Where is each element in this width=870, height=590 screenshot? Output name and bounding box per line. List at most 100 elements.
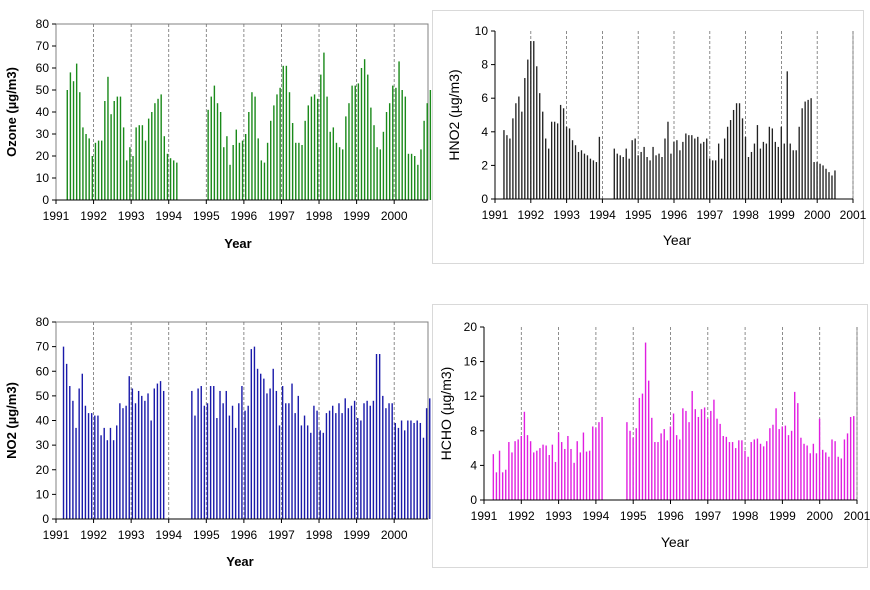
y-tick-label: 0 — [470, 493, 477, 507]
bar — [342, 149, 344, 200]
bar — [843, 439, 846, 500]
bar — [131, 388, 134, 519]
bar — [104, 101, 106, 200]
bar — [582, 432, 585, 500]
bar — [672, 413, 675, 500]
bar — [795, 150, 797, 199]
bar — [548, 455, 550, 500]
bar — [363, 59, 366, 201]
bar — [254, 96, 256, 200]
bar — [345, 116, 347, 200]
bar — [840, 458, 843, 500]
bar — [407, 420, 409, 519]
bar — [367, 74, 369, 200]
bar — [144, 400, 146, 519]
bar — [159, 381, 162, 519]
bar — [710, 410, 712, 500]
bar — [595, 162, 598, 199]
bar — [729, 120, 732, 199]
bar — [520, 435, 522, 500]
bar — [807, 99, 809, 199]
bar — [769, 428, 771, 500]
bar — [679, 439, 681, 500]
bar — [505, 469, 507, 500]
bar — [598, 422, 600, 500]
x-tick-label: 1999 — [343, 528, 370, 542]
bar — [675, 435, 678, 501]
bar — [235, 129, 237, 200]
bar — [601, 416, 603, 500]
y-tick-label: 8 — [481, 58, 488, 72]
bar — [670, 153, 672, 199]
bar — [655, 155, 657, 199]
bar — [219, 112, 222, 200]
bar — [225, 390, 227, 519]
bar — [109, 427, 112, 519]
bar — [812, 443, 815, 500]
x-tick-label: 1995 — [193, 209, 220, 223]
bar — [97, 415, 99, 519]
bar — [125, 405, 127, 519]
bar — [631, 140, 633, 199]
x-tick-label: 1998 — [732, 208, 759, 222]
bar — [750, 442, 752, 500]
bar — [351, 85, 353, 200]
hno2-chart: 0 2 4 6 8 10 1991 1992 1993 1994 1995 1996 1997 1998 1… — [446, 24, 867, 248]
x-axis-title: Year — [663, 232, 692, 248]
bar — [323, 52, 325, 200]
y-axis-title: HNO2 (µg/m3) — [446, 69, 462, 160]
bar — [251, 92, 253, 200]
bar — [588, 450, 591, 500]
bar — [248, 112, 250, 200]
bar — [228, 415, 231, 519]
bar — [673, 141, 675, 199]
x-tick-label: 1992 — [80, 528, 107, 542]
bar — [410, 420, 412, 519]
bar — [147, 118, 150, 200]
x-tick-label: 1995 — [193, 528, 220, 542]
bar — [97, 140, 100, 200]
bar — [75, 63, 78, 200]
bar — [216, 418, 218, 519]
bar — [116, 425, 118, 519]
bar — [783, 143, 785, 199]
bar — [135, 127, 137, 200]
x-tick-label: 1995 — [620, 509, 647, 523]
y-tick-label: 0 — [42, 193, 49, 207]
hno2-chart-panel: 0 2 4 6 8 10 1991 1992 1993 1994 1995 1996 1997 1998 1… — [432, 10, 867, 264]
bar — [503, 130, 505, 199]
bar — [335, 142, 338, 200]
bar — [553, 121, 556, 199]
x-tick-label: 1991 — [471, 509, 498, 523]
x-tick-label: 1993 — [545, 509, 572, 523]
bar — [652, 146, 654, 199]
bar — [154, 103, 156, 200]
bar — [103, 427, 105, 519]
bar — [326, 96, 328, 200]
bar — [790, 430, 793, 500]
bar — [210, 96, 212, 200]
bar — [723, 138, 726, 199]
bar — [257, 138, 259, 200]
bar — [335, 413, 337, 519]
bar — [495, 472, 498, 500]
bar — [285, 65, 288, 200]
x-tick-label: 1997 — [268, 528, 295, 542]
bar — [297, 395, 299, 520]
bar — [398, 61, 400, 201]
bar — [501, 472, 504, 500]
bar — [85, 134, 87, 200]
x-tick-label: 1996 — [231, 528, 258, 542]
x-tick-label: 1991 — [43, 528, 70, 542]
bar — [523, 411, 526, 500]
bar — [369, 405, 371, 519]
bar — [651, 417, 653, 500]
bar — [759, 443, 762, 500]
bar — [429, 90, 432, 200]
bar — [122, 127, 125, 200]
bar — [69, 386, 71, 519]
bar — [288, 403, 290, 519]
bar — [765, 143, 768, 199]
bar — [831, 439, 833, 500]
bar — [147, 393, 149, 519]
